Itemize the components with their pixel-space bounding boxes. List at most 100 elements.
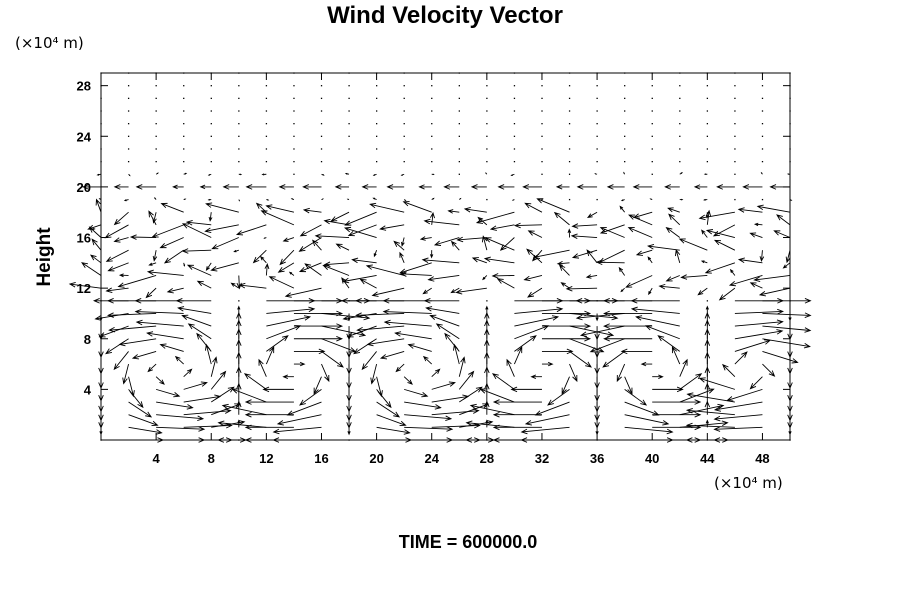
x-axis: 4 8 12 16 20 24 28 32 36 40 44 48	[153, 73, 770, 466]
wind-vector	[418, 184, 432, 190]
wind-vector	[536, 198, 570, 213]
wind-vector	[620, 199, 625, 202]
wind-vector	[320, 135, 323, 137]
wind-vector	[706, 85, 709, 87]
wind-vector	[425, 306, 460, 314]
wind-vector	[558, 264, 570, 276]
wind-vector	[618, 266, 626, 276]
wind-vector	[347, 224, 377, 237]
wind-vector	[286, 401, 322, 416]
wind-vector	[321, 363, 330, 383]
wind-vector	[541, 336, 592, 342]
wind-vector	[705, 229, 735, 238]
wind-vector	[210, 148, 212, 150]
wind-vector	[668, 213, 681, 226]
wind-vector	[399, 251, 405, 264]
wind-vector	[679, 85, 681, 87]
wind-vector	[185, 220, 212, 226]
wind-vector	[265, 148, 268, 150]
wind-vector	[776, 214, 791, 226]
wind-vector	[282, 237, 295, 242]
wind-vector	[160, 202, 184, 213]
wind-vector	[595, 313, 599, 322]
wind-vector	[293, 323, 344, 329]
wind-vector	[152, 250, 158, 262]
wind-vector	[151, 224, 184, 238]
wind-vector	[483, 256, 515, 264]
wind-vector	[651, 160, 653, 163]
wind-vector	[265, 204, 295, 213]
wind-vector	[183, 381, 208, 390]
wind-vector	[128, 173, 131, 177]
wind-vector	[155, 110, 157, 112]
wind-vector	[568, 85, 571, 87]
wind-vector	[594, 173, 598, 175]
wind-vector	[485, 419, 489, 428]
wind-vector	[238, 123, 240, 125]
wind-vector	[196, 280, 212, 289]
y-tick-label: 12	[77, 281, 91, 296]
wind-vector	[465, 420, 515, 428]
wind-vector	[348, 148, 350, 150]
wind-vector	[541, 361, 554, 367]
wind-vector	[400, 173, 405, 176]
wind-vector	[343, 226, 377, 238]
wind-vector	[87, 224, 102, 231]
x-tick-label: 40	[645, 451, 659, 466]
wind-vector	[651, 110, 653, 112]
wind-vector	[293, 110, 295, 112]
wind-vector	[118, 338, 157, 347]
wind-vector	[706, 135, 709, 137]
wind-vector	[233, 249, 239, 253]
wind-vector	[458, 148, 460, 150]
wind-vector	[447, 209, 460, 214]
wind-vector	[344, 172, 350, 175]
wind-vector	[128, 426, 163, 435]
wind-vector	[238, 199, 240, 202]
wind-vector	[568, 110, 571, 112]
wind-vector	[761, 110, 764, 112]
wind-vector	[734, 329, 784, 340]
wind-vector	[376, 85, 378, 87]
wind-vector	[713, 426, 763, 432]
wind-vector	[486, 135, 488, 137]
wind-vector	[88, 226, 102, 238]
wind-vector	[265, 85, 268, 87]
wind-vector	[210, 110, 212, 112]
wind-vector	[486, 160, 488, 163]
wind-vector	[183, 408, 232, 416]
wind-vector	[210, 85, 212, 87]
wind-vector	[698, 377, 736, 390]
x-tick-label: 8	[208, 451, 215, 466]
wind-vector	[394, 331, 432, 340]
wind-vector	[644, 325, 680, 340]
wind-vector	[679, 110, 681, 112]
wind-vector	[575, 313, 625, 321]
x-tick-label: 4	[153, 451, 161, 466]
wind-vector	[259, 255, 267, 264]
wind-vector	[183, 148, 185, 150]
wind-vector	[761, 97, 764, 100]
wind-vector	[183, 135, 185, 137]
wind-vector	[651, 97, 653, 100]
wind-vector	[210, 160, 212, 163]
wind-vector	[596, 160, 598, 163]
wind-vector	[155, 85, 157, 87]
wind-vector	[762, 338, 811, 349]
wind-vector	[753, 275, 791, 283]
wind-vector	[513, 97, 516, 100]
wind-vector	[293, 123, 295, 125]
wind-vector	[166, 287, 184, 294]
wind-vector	[293, 135, 295, 137]
wind-vector	[123, 199, 129, 202]
wind-vector	[523, 275, 543, 282]
wind-vector	[351, 257, 377, 264]
wind-vector	[679, 97, 681, 100]
wind-vector	[231, 388, 267, 403]
wind-vector	[482, 275, 488, 281]
wind-vector	[489, 224, 515, 231]
wind-vector	[211, 237, 239, 250]
wind-vector	[347, 313, 351, 322]
y-axis-label: Height	[34, 227, 55, 287]
wind-vector	[128, 401, 153, 418]
